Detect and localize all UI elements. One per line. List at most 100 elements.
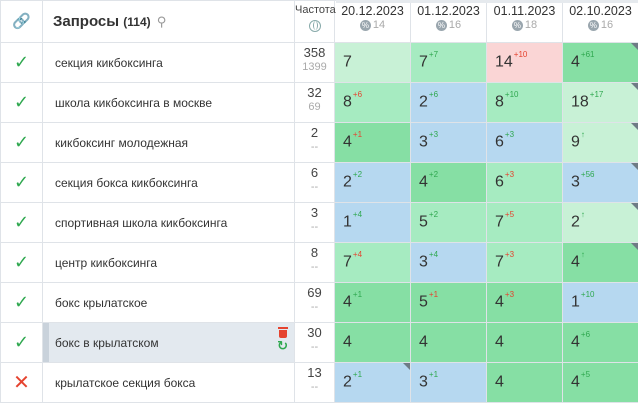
table-row[interactable]: ✓ кикбоксинг молодежная 2-- 4+1 3+3 6+3 … (1, 123, 638, 163)
position-cell[interactable]: 4 (487, 323, 563, 363)
position-delta: +1 (353, 290, 362, 299)
search-icon[interactable]: ⚲ (157, 14, 167, 30)
position-cell[interactable]: 7+7 (411, 43, 487, 83)
position-cell[interactable]: 4↑ (563, 243, 638, 283)
position-cell[interactable]: 4+3 (487, 283, 563, 323)
query-cell[interactable]: бокс в крылатском ↻ (43, 323, 295, 363)
frequency-cell: 6-- (295, 163, 335, 203)
position-cell[interactable]: 4+2 (411, 163, 487, 203)
position-value: 4 (343, 334, 352, 351)
status-cell: ✕ (1, 363, 43, 403)
position-cell[interactable]: 5+1 (411, 283, 487, 323)
position-cell[interactable]: 3+56 (563, 163, 638, 203)
query-cell[interactable]: секция кикбоксинга (43, 43, 295, 83)
trash-icon[interactable] (278, 327, 288, 338)
position-value: 1 (571, 294, 580, 311)
position-cell[interactable]: 7 (335, 43, 411, 83)
table-row[interactable]: ✓ бокс крылатское 69-- 4+1 5+1 4+3 1+10 (1, 283, 638, 323)
position-delta: +1 (353, 370, 362, 379)
percent-icon: % (512, 20, 523, 31)
table-row[interactable]: ✓ бокс в крылатском ↻ 30-- 4 4 4 4+6 (1, 323, 638, 363)
position-value: 4 (571, 374, 580, 391)
position-cell[interactable]: 4+5 (563, 363, 638, 403)
table-row[interactable]: ✓ спортивная школа кикбоксинга 3-- 1+4 5… (1, 203, 638, 243)
frequency-value: 8 (311, 245, 318, 260)
query-cell[interactable]: кикбоксинг молодежная (43, 123, 295, 163)
position-cell[interactable]: 7+5 (487, 203, 563, 243)
table-row[interactable]: ✓ центр кикбоксинга 8-- 7+4 3+4 7+3 4↑ (1, 243, 638, 283)
position-cell[interactable]: 2+2 (335, 163, 411, 203)
query-header[interactable]: Запросы (114) ⚲ (43, 1, 295, 43)
position-cell[interactable]: 6+3 (487, 123, 563, 163)
position-cell[interactable]: 3+4 (411, 243, 487, 283)
position-cell[interactable]: 2↑ (563, 203, 638, 243)
date-header[interactable]: 20.12.2023 %14 (335, 1, 411, 43)
position-cell[interactable]: 3+3 (411, 123, 487, 163)
position-cell[interactable]: 9↑ (563, 123, 638, 163)
position-delta: +6 (353, 90, 362, 99)
position-cell[interactable]: 4 (411, 323, 487, 363)
position-cell[interactable]: 8+6 (335, 83, 411, 123)
frequency-value: 32 (307, 85, 321, 100)
query-cell[interactable]: крылатское секция бокса (43, 363, 295, 403)
position-value: 4 (495, 374, 504, 391)
position-value: 4 (495, 334, 504, 351)
date-sub: 16 (601, 19, 613, 31)
position-cell[interactable]: 7+4 (335, 243, 411, 283)
table-row[interactable]: ✓ секция бокса кикбоксинга 6-- 2+2 4+2 6… (1, 163, 638, 203)
frequency-header[interactable]: Частота (295, 1, 335, 43)
query-cell[interactable]: бокс крылатское (43, 283, 295, 323)
link-icon[interactable]: 🔗 (12, 13, 31, 30)
query-cell[interactable]: центр кикбоксинга (43, 243, 295, 283)
position-cell[interactable]: 2+1 (335, 363, 411, 403)
check-icon: ✓ (14, 292, 29, 312)
position-cell[interactable]: 4+61 (563, 43, 638, 83)
position-cell[interactable]: 4+1 (335, 123, 411, 163)
table-row[interactable]: ✕ крылатское секция бокса 13-- 2+1 3+1 4… (1, 363, 638, 403)
query-cell[interactable]: школа кикбоксинга в москве (43, 83, 295, 123)
position-cell[interactable]: 7+3 (487, 243, 563, 283)
position-delta: +6 (429, 90, 438, 99)
date-header[interactable]: 01.11.2023 %18 (487, 1, 563, 43)
status-cell: ✓ (1, 243, 43, 283)
frequency-cell: 30-- (295, 323, 335, 363)
position-cell[interactable]: 1+10 (563, 283, 638, 323)
position-cell[interactable]: 3+1 (411, 363, 487, 403)
date-header[interactable]: 01.12.2023 %16 (411, 1, 487, 43)
date-sub: 18 (525, 19, 537, 31)
link-header-cell[interactable]: 🔗 (1, 1, 43, 43)
position-cell[interactable]: 14+10 (487, 43, 563, 83)
refresh-icon[interactable]: ↻ (277, 339, 288, 352)
position-cell[interactable]: 8+10 (487, 83, 563, 123)
position-delta: +10 (514, 50, 528, 59)
query-text: кикбоксинг молодежная (55, 136, 188, 150)
query-cell[interactable]: спортивная школа кикбоксинга (43, 203, 295, 243)
date-label: 01.11.2023 (494, 4, 556, 18)
date-header[interactable]: 02.10.2023 %16 (563, 1, 638, 43)
position-cell[interactable]: 4 (487, 363, 563, 403)
frequency-exact: 69 (295, 100, 334, 114)
position-cell[interactable]: 4+6 (563, 323, 638, 363)
position-cell[interactable]: 18+17 (563, 83, 638, 123)
position-cell[interactable]: 4+1 (335, 283, 411, 323)
percent-icon: % (588, 20, 599, 31)
drag-handle[interactable] (43, 323, 49, 362)
cross-icon: ✕ (13, 372, 30, 394)
query-cell[interactable]: секция бокса кикбоксинга (43, 163, 295, 203)
status-cell: ✓ (1, 123, 43, 163)
position-cell[interactable]: 4 (335, 323, 411, 363)
check-icon: ✓ (14, 332, 29, 352)
globe-icon[interactable] (309, 20, 321, 32)
position-value: 3 (419, 374, 428, 391)
position-cell[interactable]: 2+6 (411, 83, 487, 123)
position-delta: +4 (353, 210, 362, 219)
position-delta: +3 (505, 290, 514, 299)
position-delta: +6 (581, 330, 590, 339)
position-cell[interactable]: 1+4 (335, 203, 411, 243)
position-cell[interactable]: 6+3 (487, 163, 563, 203)
position-value: 4 (571, 254, 580, 271)
position-cell[interactable]: 5+2 (411, 203, 487, 243)
status-cell: ✓ (1, 203, 43, 243)
